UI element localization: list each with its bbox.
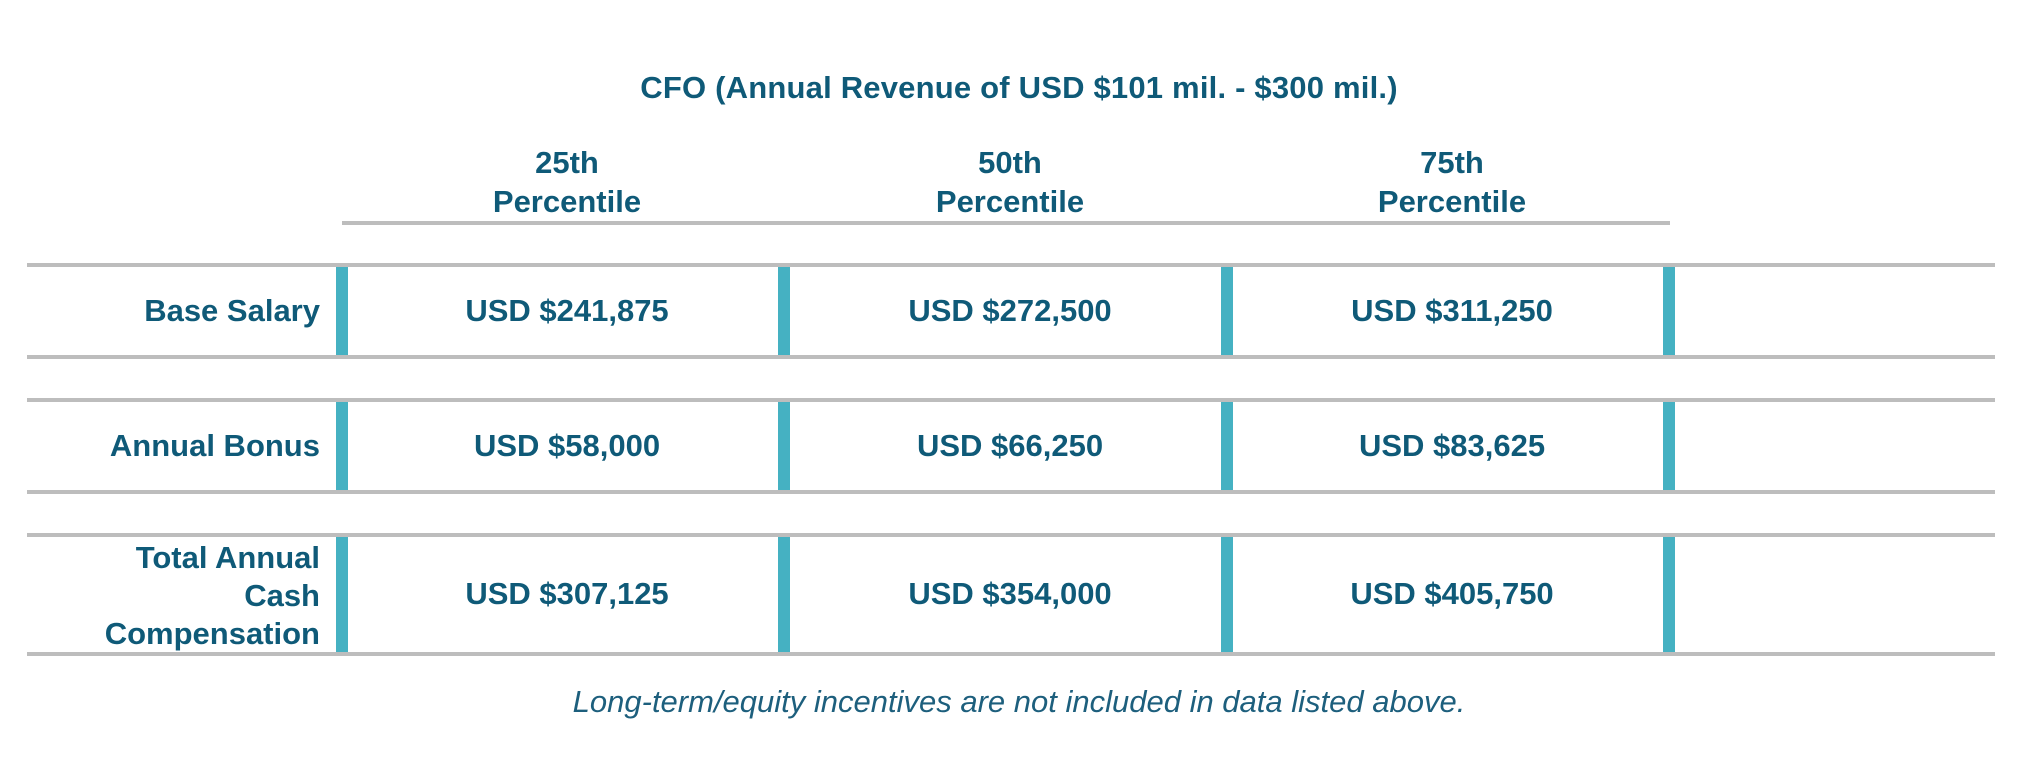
row-divider-bar <box>336 537 348 652</box>
column-header-line1: 75th <box>1420 145 1484 180</box>
table-cell: USD $307,125 <box>465 576 669 611</box>
row-divider-bar <box>1663 402 1675 490</box>
table-cell: USD $58,000 <box>473 428 661 463</box>
footnote: Long-term/equity incentives are not incl… <box>572 684 1466 719</box>
table-title: CFO (Annual Revenue of USD $101 mil. - $… <box>640 70 1398 105</box>
row-divider-bar <box>1221 267 1233 355</box>
row-label-annual-bonus: Annual Bonus <box>20 427 320 465</box>
column-header-line2: Percentile <box>492 184 642 219</box>
row-top-rule <box>27 263 1995 267</box>
row-divider-bar <box>1663 267 1675 355</box>
row-label-total-annual-cash-compensation: Total Annual Cash Compensation <box>20 539 320 653</box>
row-label-line: Compensation <box>104 616 320 651</box>
row-label-line: Cash <box>244 578 320 613</box>
column-header-line2: Percentile <box>1377 184 1527 219</box>
row-divider-bar <box>336 267 348 355</box>
row-bottom-rule <box>27 355 1995 359</box>
row-divider-bar <box>1663 537 1675 652</box>
column-header-75th: 75th Percentile <box>1242 143 1662 221</box>
table-cell: USD $354,000 <box>908 576 1112 611</box>
table-cell: USD $405,750 <box>1350 576 1554 611</box>
row-label-base-salary: Base Salary <box>20 292 320 330</box>
table-cell: USD $83,625 <box>1358 428 1546 463</box>
column-header-line1: 50th <box>978 145 1042 180</box>
row-divider-bar <box>336 402 348 490</box>
row-divider-bar <box>1221 537 1233 652</box>
column-header-line1: 25th <box>535 145 599 180</box>
table-cell: USD $241,875 <box>465 293 669 328</box>
row-top-rule <box>27 398 1995 402</box>
table-cell: USD $311,250 <box>1351 293 1553 328</box>
table-cell: USD $272,500 <box>908 293 1112 328</box>
table-cell: USD $66,250 <box>916 428 1104 463</box>
row-bottom-rule <box>27 652 1995 656</box>
row-label-line: Total Annual <box>135 540 320 575</box>
column-header-line2: Percentile <box>935 184 1085 219</box>
column-header-50th: 50th Percentile <box>800 143 1220 221</box>
row-label-line: Base Salary <box>144 293 320 328</box>
row-divider-bar <box>1221 402 1233 490</box>
row-divider-bar <box>778 537 790 652</box>
row-divider-bar <box>778 402 790 490</box>
header-underline <box>342 221 1670 225</box>
column-header-25th: 25th Percentile <box>357 143 777 221</box>
row-bottom-rule <box>27 490 1995 494</box>
row-divider-bar <box>778 267 790 355</box>
row-label-line: Annual Bonus <box>109 428 320 463</box>
row-top-rule <box>27 533 1995 537</box>
